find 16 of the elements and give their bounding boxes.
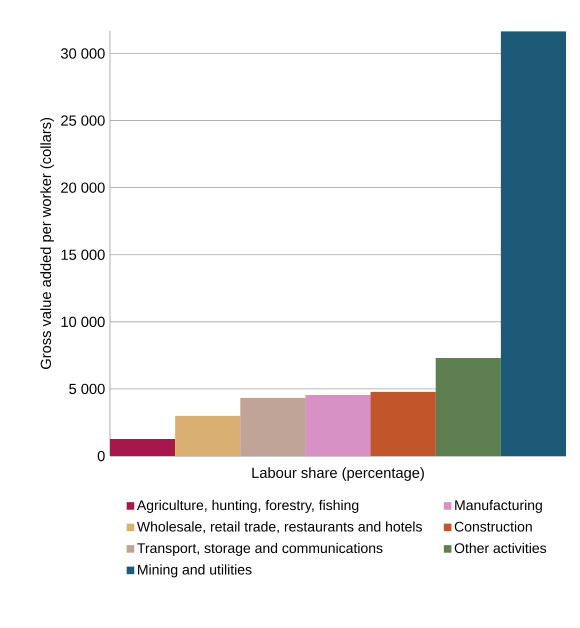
legend-label: Transport, storage and communications — [137, 542, 383, 556]
x-axis-title: Labour share (percentage) — [252, 467, 424, 481]
y-tick-label: 0 — [98, 450, 105, 462]
legend-label: Other activities — [454, 542, 546, 554]
legend-label: Agriculture, hunting, forestry, fishing — [136, 500, 358, 513]
y-tick-label: 30 000 — [60, 48, 105, 59]
legend-label: Wholesale, retail trade, restaurants and hotels — [136, 521, 422, 534]
y-tick-label: 15 000 — [62, 250, 105, 260]
y-tick-label: 20 000 — [61, 182, 105, 193]
y-axis-title: Gross value added per worker (collars) — [40, 118, 54, 369]
legend-label: Construction — [454, 521, 532, 532]
legend-label: Mining and utilities — [138, 564, 252, 578]
legend-label: Manufacturing — [455, 500, 542, 513]
y-tick-label: 25 000 — [61, 115, 105, 126]
y-tick-label: 10 000 — [62, 316, 105, 328]
y-tick-label: 5 000 — [69, 384, 105, 394]
